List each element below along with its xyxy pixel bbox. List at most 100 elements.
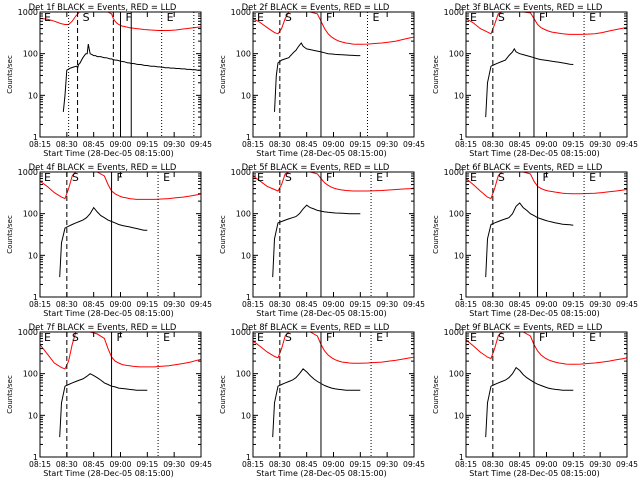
phase-marker-label: E	[257, 171, 264, 184]
y-axis-label: Counts/sec	[6, 215, 14, 254]
y-tick-label: 10	[454, 411, 464, 420]
x-tick-label: 09:00	[323, 460, 345, 469]
y-tick-label: 100	[449, 210, 464, 219]
phase-marker-label: E	[470, 331, 477, 344]
x-tick-label: 09:15	[136, 300, 158, 309]
events-series-line	[62, 44, 201, 112]
x-tick-label: 08:30	[56, 140, 78, 149]
x-tick-label: 09:15	[562, 300, 584, 309]
chart-title: Det 8f BLACK = Events, RED = LLD	[242, 322, 390, 332]
lld-series-line	[253, 12, 414, 45]
x-tick-label: 09:45	[190, 140, 212, 149]
phase-marker-label: F	[539, 331, 545, 344]
lld-series-line	[253, 332, 414, 364]
phase-marker-label: S	[498, 171, 505, 184]
x-tick-label: 08:45	[83, 460, 105, 469]
events-series-line	[485, 366, 574, 438]
x-tick-label: 09:00	[323, 300, 345, 309]
lld-series-line	[40, 172, 201, 200]
phase-marker-label: S	[285, 171, 292, 184]
y-tick-label: 10	[241, 251, 251, 260]
y-tick-label: 100	[23, 370, 38, 379]
events-series-line	[274, 42, 361, 112]
x-tick-label: 08:15	[455, 140, 477, 149]
x-tick-label: 08:15	[455, 460, 477, 469]
x-tick-label: 08:30	[269, 460, 291, 469]
y-tick-label: 10	[28, 251, 38, 260]
x-tick-label: 08:30	[482, 140, 504, 149]
x-tick-label: 09:45	[403, 140, 425, 149]
chart-title: Det 2f BLACK = Events, RED = LLD	[242, 2, 390, 12]
y-tick-label: 10	[28, 411, 38, 420]
x-tick-label: 08:15	[29, 460, 51, 469]
x-tick-label: 08:15	[455, 300, 477, 309]
y-tick-label: 10	[454, 91, 464, 100]
phase-marker-label: E	[589, 331, 596, 344]
y-tick-label: 1000	[231, 328, 251, 337]
x-tick-label: 08:45	[509, 460, 531, 469]
phase-marker-label: E	[44, 171, 51, 184]
y-tick-label: 100	[236, 210, 251, 219]
phase-marker-label: F	[326, 11, 332, 24]
y-tick-label: 1000	[18, 328, 38, 337]
y-tick-label: 10	[241, 91, 251, 100]
x-tick-label: 09:45	[403, 300, 425, 309]
y-tick-label: 1	[459, 293, 464, 302]
x-tick-label: 09:00	[110, 140, 132, 149]
x-tick-label: 08:30	[482, 460, 504, 469]
y-axis-label: Counts/sec	[6, 375, 14, 414]
y-axis-label: Counts/sec	[219, 375, 227, 414]
phase-marker-label: E	[376, 331, 383, 344]
x-axis-label: Start Time (28-Dec-05 08:15:00)	[469, 309, 600, 318]
chart-title: Det 9f BLACK = Events, RED = LLD	[455, 322, 603, 332]
x-tick-label: 08:30	[56, 460, 78, 469]
x-tick-label: 08:15	[29, 300, 51, 309]
x-tick-label: 08:30	[269, 300, 291, 309]
phase-marker-label: E	[167, 11, 174, 24]
phase-marker-label: E	[470, 171, 477, 184]
phase-marker-label: S	[285, 11, 292, 24]
events-series-line	[272, 368, 361, 438]
phase-marker-label: E	[163, 171, 170, 184]
x-tick-label: 09:15	[349, 460, 371, 469]
chart-title: Det 6f BLACK = Events, RED = LLD	[455, 162, 603, 172]
x-tick-label: 09:15	[349, 300, 371, 309]
y-tick-label: 100	[23, 210, 38, 219]
x-tick-label: 09:00	[536, 140, 558, 149]
events-series-line	[485, 47, 574, 118]
x-tick-label: 09:30	[376, 140, 398, 149]
phase-marker-label: E	[589, 11, 596, 24]
phase-marker-label: S	[498, 331, 505, 344]
x-tick-label: 08:45	[296, 300, 318, 309]
phase-marker-label: E	[44, 11, 51, 24]
x-tick-label: 08:15	[29, 140, 51, 149]
phase-marker-label: E	[372, 11, 379, 24]
x-axis-label: Start Time (28-Dec-05 08:15:00)	[469, 149, 600, 158]
x-axis-label: Start Time (28-Dec-05 08:15:00)	[256, 149, 387, 158]
y-tick-label: 1000	[444, 8, 464, 17]
plot-frame	[465, 331, 628, 458]
x-tick-label: 09:30	[589, 140, 611, 149]
x-tick-label: 09:30	[376, 300, 398, 309]
y-tick-label: 1	[459, 133, 464, 142]
x-tick-label: 08:45	[509, 140, 531, 149]
phase-marker-label: S	[285, 331, 292, 344]
events-series-line	[272, 204, 361, 278]
y-tick-label: 100	[449, 50, 464, 59]
chart-title: Det 4f BLACK = Events, RED = LLD	[29, 162, 177, 172]
y-tick-label: 1000	[444, 328, 464, 337]
y-axis-label: Counts/sec	[432, 55, 440, 94]
phase-marker-label: S	[72, 331, 79, 344]
y-tick-label: 100	[236, 370, 251, 379]
x-tick-label: 09:15	[562, 460, 584, 469]
x-tick-label: 09:00	[536, 460, 558, 469]
phase-marker-label: E	[163, 331, 170, 344]
lld-series-line	[466, 332, 627, 365]
